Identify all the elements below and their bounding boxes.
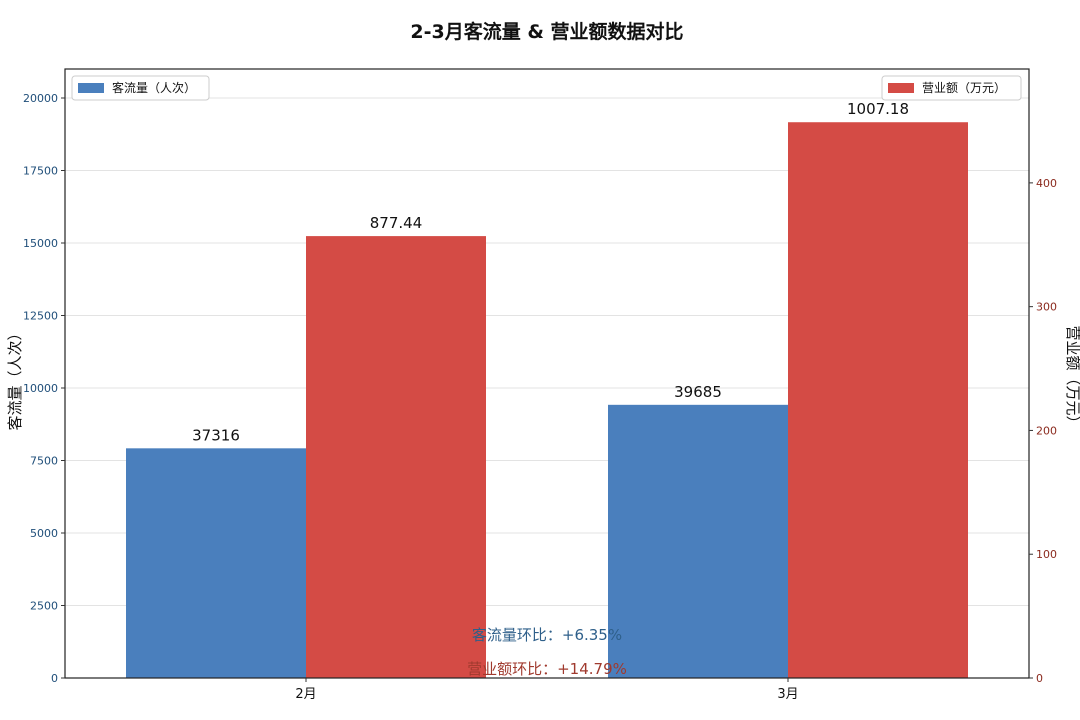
traffic-label-2: 39685 [674,383,722,401]
x-tick-label: 3月 [777,687,798,702]
left-tick-label: 20000 [23,92,58,105]
traffic-bar-1 [126,448,306,678]
legend-left-swatch [78,83,104,93]
plot-frame [64,68,1030,679]
bars [126,122,968,679]
left-tick-label: 0 [51,672,58,685]
traffic-label-1: 37316 [192,426,240,444]
left-tick-label: 10000 [23,382,58,395]
left-tick-label: 12500 [23,310,58,323]
legend-left: 客流量（人次） [71,75,210,101]
traffic-mom-annotation: 客流量环比：+6.35% [472,626,622,644]
revenue-bar-1 [306,236,486,679]
left-tick-label: 2500 [30,600,58,613]
legend-right-frame [881,75,1022,101]
left-tick-label: 5000 [30,527,58,540]
revenue-label-1: 877.44 [370,214,423,232]
traffic-bar-2 [608,404,788,678]
revenue-bar-2 [788,122,968,679]
revenue-mom-annotation: 营业额环比：+14.79% [467,660,627,678]
right-tick-label: 400 [1036,177,1057,190]
revenue-label-2: 1007.18 [847,100,909,118]
legend-left-frame [71,75,210,101]
left-axis-ticks: 0 2500 5000 7500 10000 12500 15000 17500 20000 [23,92,65,685]
legend-right: 营业额（万元） [881,75,1022,101]
x-tick-label: 2月 [295,687,316,702]
right-axis-ticks: 0 100 200 300 400 [1029,177,1057,685]
y-axis-label-left: 客流量（人次） [6,325,24,430]
chart-title: 2-3月客流量 & 营业额数据对比 [410,20,683,43]
x-axis-ticks: 2月 3月 [295,678,799,702]
legend-left-label: 客流量（人次） [112,80,196,95]
legend-right-swatch [888,83,914,93]
left-tick-label: 17500 [23,165,58,178]
left-tick-label: 7500 [30,455,58,468]
right-tick-label: 200 [1036,424,1057,437]
right-tick-label: 0 [1036,672,1043,685]
right-tick-label: 300 [1036,301,1057,314]
data-labels: 37316 877.44 39685 1007.18 [192,100,909,444]
right-tick-label: 100 [1036,548,1057,561]
y-axis-label-right: 营业额（万元） [1064,325,1080,430]
left-tick-label: 15000 [23,237,58,250]
legend-right-label: 营业额（万元） [922,81,1006,95]
